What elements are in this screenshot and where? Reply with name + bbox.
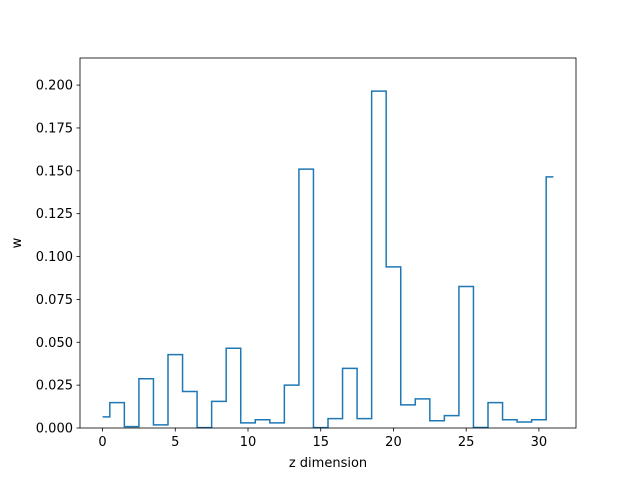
y-tick-label: 0.075 — [36, 293, 73, 308]
x-tick-label: 10 — [240, 435, 257, 450]
x-tick-label: 5 — [171, 435, 179, 450]
plot-frame — [79, 57, 577, 429]
plot-area — [80, 58, 576, 428]
y-tick-label: 0.025 — [36, 379, 73, 394]
y-tick-label: 0.100 — [36, 250, 73, 265]
y-tick-label: 0.050 — [36, 336, 73, 351]
x-tick-label: 15 — [312, 435, 329, 450]
y-tick-label: 0.200 — [36, 79, 73, 94]
y-tick-label: 0.175 — [36, 121, 73, 136]
x-axis: 0 5 10 15 20 25 30 — [98, 428, 547, 450]
y-axis: 0.000 0.025 0.050 0.075 0.100 0.125 0.150 0.175… — [36, 79, 80, 437]
x-tick-label: 0 — [98, 435, 106, 450]
y-tick-label: 0.150 — [36, 164, 73, 179]
y-tick-label: 0.000 — [36, 422, 73, 437]
x-tick-label: 30 — [531, 435, 548, 450]
y-axis-label: w — [10, 237, 25, 248]
x-tick-label: 20 — [385, 435, 402, 450]
x-axis-label: z dimension — [289, 456, 367, 471]
series-line — [102, 90, 554, 429]
x-tick-label: 25 — [458, 435, 475, 450]
y-tick-label: 0.125 — [36, 207, 73, 222]
